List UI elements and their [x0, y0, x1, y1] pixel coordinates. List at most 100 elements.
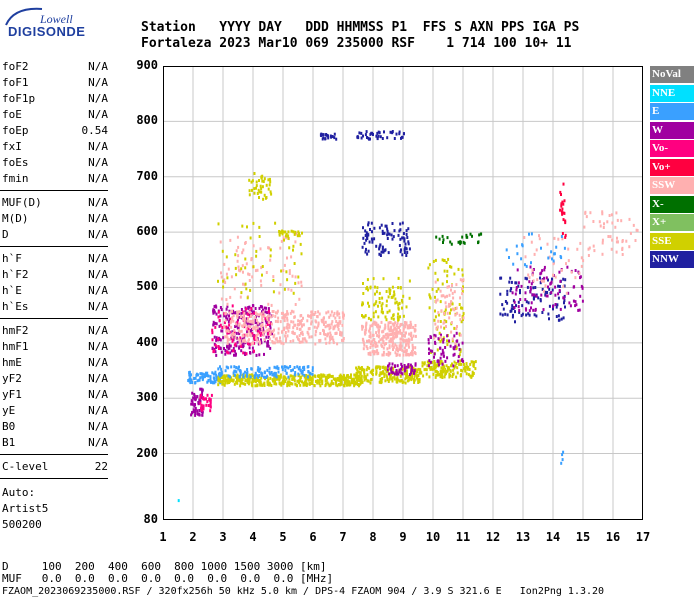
data-point: [285, 377, 288, 381]
data-point: [414, 363, 417, 367]
data-point: [396, 353, 399, 357]
data-point: [400, 362, 403, 366]
legend-item-vo: Vo-: [650, 140, 694, 157]
file-info-row: FZAOM_2023069235000.RSF / 320fx256h 50 k…: [2, 586, 605, 597]
data-point: [254, 318, 257, 322]
data-point: [221, 249, 224, 253]
data-point: [442, 321, 445, 325]
data-point: [328, 315, 331, 319]
data-point: [350, 378, 353, 382]
data-point: [250, 257, 253, 260]
data-point: [248, 310, 251, 314]
data-point: [328, 327, 331, 331]
data-point: [299, 377, 302, 381]
data-point: [254, 372, 257, 376]
data-point: [213, 335, 216, 339]
data-point: [316, 379, 319, 383]
data-point: [242, 372, 245, 376]
data-point: [411, 343, 414, 347]
data-point: [470, 374, 473, 378]
data-point: [292, 368, 294, 372]
data-point: [267, 302, 270, 306]
data-point: [277, 367, 280, 370]
data-point: [190, 402, 193, 406]
data-point: [353, 384, 356, 388]
data-point: [245, 317, 248, 321]
data-point: [311, 313, 314, 317]
data-point: [240, 329, 243, 333]
data-point: [384, 315, 387, 319]
data-point: [231, 309, 233, 313]
data-point: [324, 337, 327, 341]
data-point: [459, 348, 462, 352]
data-point: [386, 378, 389, 382]
data-point: [435, 373, 438, 377]
data-point: [635, 228, 638, 232]
data-point: [232, 349, 235, 353]
y-tick-label: 500: [136, 279, 158, 294]
data-point: [196, 395, 199, 399]
data-point: [606, 220, 609, 224]
data-point: [449, 265, 451, 269]
data-point: [244, 257, 247, 261]
data-point: [256, 323, 259, 327]
data-point: [240, 315, 242, 318]
data-point: [270, 371, 273, 374]
data-point: [552, 304, 554, 308]
data-point: [388, 346, 391, 350]
data-point: [259, 324, 262, 328]
data-point: [443, 375, 446, 379]
data-point: [445, 261, 448, 264]
param-row-clevel: C-level 22: [2, 460, 108, 476]
data-point: [461, 268, 464, 272]
data-point: [513, 300, 516, 304]
data-point: [444, 359, 447, 363]
data-point: [303, 368, 306, 371]
data-point: [314, 333, 317, 337]
data-point: [227, 338, 229, 342]
data-point: [607, 235, 610, 238]
data-point: [439, 356, 442, 360]
data-point: [616, 218, 619, 222]
data-point: [460, 306, 462, 310]
data-point: [405, 365, 408, 369]
data-point: [448, 302, 450, 306]
param-name: foF1p: [2, 92, 36, 105]
data-point: [366, 339, 368, 343]
data-point: [236, 377, 238, 381]
data-point: [530, 232, 533, 236]
data-point: [394, 301, 397, 305]
data-point: [282, 269, 285, 272]
plot-frame: [163, 66, 643, 520]
param-row-he: h`E N/A: [2, 284, 108, 300]
data-point: [583, 225, 586, 229]
param-value: 0.54: [81, 124, 109, 137]
data-point: [359, 381, 362, 385]
data-point: [403, 132, 405, 136]
data-point: [219, 338, 222, 342]
data-point: [298, 381, 300, 385]
data-point: [194, 406, 197, 410]
data-point: [513, 306, 516, 309]
data-point: [387, 335, 390, 339]
param-value: N/A: [88, 284, 108, 297]
data-point: [462, 362, 465, 366]
data-point: [393, 290, 396, 294]
data-point: [559, 255, 562, 258]
data-point: [558, 270, 561, 274]
param-row-hf2: h`F2 N/A: [2, 268, 108, 284]
data-point: [345, 376, 348, 380]
data-point: [457, 267, 460, 271]
data-point: [442, 238, 445, 242]
data-point: [258, 370, 261, 373]
data-point: [224, 349, 227, 352]
data-point: [385, 337, 388, 341]
data-point: [386, 347, 389, 351]
data-point: [266, 380, 269, 384]
data-point: [256, 378, 259, 382]
data-point: [458, 347, 461, 351]
data-point: [306, 365, 309, 369]
x-tick-label: 8: [369, 530, 377, 544]
data-point: [535, 294, 538, 298]
data-point: [319, 133, 322, 137]
